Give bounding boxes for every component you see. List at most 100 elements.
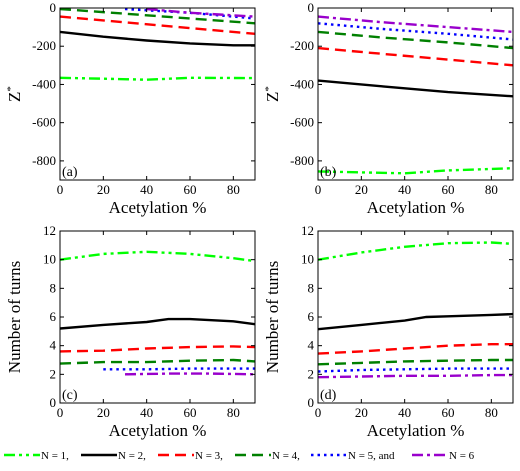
- x-tick-label: 40: [398, 405, 411, 420]
- legend-item-n6: N = 6: [412, 450, 475, 462]
- panel-c: 0 20 40 60 80 0 2 4 6 8 10 12 (c) Acetylation % Number…: [5, 223, 256, 440]
- series-line-n6: [318, 15, 513, 34]
- y-tick-label: -800: [290, 153, 314, 168]
- series-line-n2: [318, 79, 513, 98]
- series-line-n3: [318, 343, 513, 355]
- x-tick-label: 80: [227, 182, 240, 197]
- legend-label: N = 2,: [118, 450, 146, 462]
- y-tick-label: 2: [308, 366, 315, 381]
- y-tick-label: 6: [50, 309, 57, 324]
- series-line-n1: [318, 167, 513, 175]
- y-tick-label: -600: [290, 115, 314, 130]
- x-tick-label: 0: [315, 182, 322, 197]
- y-tick-label: 0: [308, 0, 315, 15]
- series-line-n5: [318, 22, 513, 41]
- y-tick-label: 0: [50, 395, 57, 410]
- x-tick-label: 80: [485, 182, 498, 197]
- x-tick-label: 40: [140, 182, 153, 197]
- series-line-n3: [60, 345, 255, 353]
- series-line-n4: [60, 8, 255, 25]
- y-tick-label: 0: [50, 0, 57, 15]
- x-tick-label: 80: [485, 405, 498, 420]
- series-line-n3: [60, 15, 255, 35]
- x-tick-label: 60: [184, 182, 197, 197]
- legend-item-n2: N = 2,: [81, 450, 146, 462]
- y-tick-label: 8: [308, 280, 315, 295]
- panel-label: (b): [320, 165, 337, 180]
- y-tick-label: 8: [50, 280, 57, 295]
- y-tick-label: 4: [308, 338, 315, 353]
- series-line-n2: [60, 317, 255, 330]
- x-tick-label: 60: [442, 182, 455, 197]
- plot-frame: [317, 7, 514, 181]
- x-tick-label: 80: [227, 405, 240, 420]
- series-line-n2: [60, 30, 255, 47]
- panel-b: 0 20 40 60 80 -800 -600 -400 -200 0 (b) Acetylation…: [263, 0, 514, 217]
- x-tick-label: 20: [355, 405, 368, 420]
- x-tick-label: 60: [442, 405, 455, 420]
- y-tick-label: -200: [32, 38, 56, 53]
- legend-item-n5: N = 5, and: [311, 450, 395, 462]
- series-line-n6: [318, 373, 513, 379]
- legend-label: N = 4,: [272, 450, 300, 462]
- legend-item-n4: N = 4,: [235, 450, 300, 462]
- series-line-n2: [318, 312, 513, 331]
- legend: N = 1, N = 2, N = 3, N = 4, N = 5, and N = 6: [4, 450, 475, 462]
- panel-label: (d): [320, 388, 337, 403]
- y-axis-label: Z*: [5, 86, 24, 102]
- legend-item-n3: N = 3,: [158, 450, 223, 462]
- x-tick-label: 60: [184, 405, 197, 420]
- panel-a: 0 20 40 60 80 -800 -600 -400 -200 0 (a) Acetylation…: [5, 0, 256, 217]
- y-axis-label: Number of turns: [263, 261, 282, 373]
- y-axis-label: Z*: [263, 86, 282, 102]
- y-tick-label: 10: [43, 252, 56, 267]
- y-tick-label: 2: [50, 366, 57, 381]
- y-axis-label-superscript: *: [263, 86, 275, 92]
- x-tick-label: 20: [97, 182, 110, 197]
- y-tick-label: 6: [308, 309, 315, 324]
- x-axis-label: Acetylation %: [367, 421, 465, 440]
- series-line-n6: [124, 372, 255, 376]
- y-tick-label: -200: [290, 38, 314, 53]
- x-tick-label: 0: [57, 182, 64, 197]
- series-line-n1: [318, 241, 513, 261]
- legend-item-n1: N = 1,: [4, 450, 69, 462]
- y-tick-label: -800: [32, 153, 56, 168]
- y-tick-label: 4: [50, 338, 57, 353]
- series-line-n1: [60, 76, 255, 81]
- x-tick-label: 0: [315, 405, 322, 420]
- y-tick-label: 12: [43, 223, 56, 238]
- series-line-n3: [318, 46, 513, 67]
- y-axis-label-superscript: *: [5, 86, 17, 92]
- series-line-n4: [318, 30, 513, 50]
- y-tick-label: -400: [32, 76, 56, 91]
- panel-label: (a): [62, 165, 78, 180]
- y-tick-label: 10: [301, 252, 314, 267]
- legend-label: N = 6: [449, 450, 475, 462]
- x-tick-label: 0: [57, 405, 64, 420]
- x-axis-label: Acetylation %: [109, 421, 207, 440]
- series-line-n5: [318, 367, 513, 373]
- legend-label: N = 5, and: [348, 450, 395, 462]
- y-tick-label: -400: [290, 76, 314, 91]
- legend-label: N = 1,: [41, 450, 69, 462]
- series-line-n5: [103, 367, 255, 371]
- y-tick-label: 0: [308, 395, 315, 410]
- x-axis-label: Acetylation %: [109, 198, 207, 217]
- x-tick-label: 20: [355, 182, 368, 197]
- legend-label: N = 3,: [195, 450, 223, 462]
- x-tick-label: 40: [398, 182, 411, 197]
- panel-label: (c): [62, 388, 78, 403]
- x-tick-label: 40: [140, 405, 153, 420]
- plot-frame: [59, 7, 256, 181]
- x-axis-label: Acetylation %: [367, 198, 465, 217]
- panel-d: 0 20 40 60 80 0 2 4 6 8 10 12 (d) Acetylation % Number…: [263, 223, 514, 440]
- y-axis-label: Number of turns: [5, 261, 24, 373]
- y-tick-label: 12: [301, 223, 314, 238]
- series-line-n4: [318, 358, 513, 366]
- series-line-n1: [60, 250, 255, 263]
- chart-panels: 0 20 40 60 80-800-600-400-2000(a)Acetylation…: [5, 0, 514, 440]
- x-tick-label: 20: [97, 405, 110, 420]
- y-tick-label: -600: [32, 115, 56, 130]
